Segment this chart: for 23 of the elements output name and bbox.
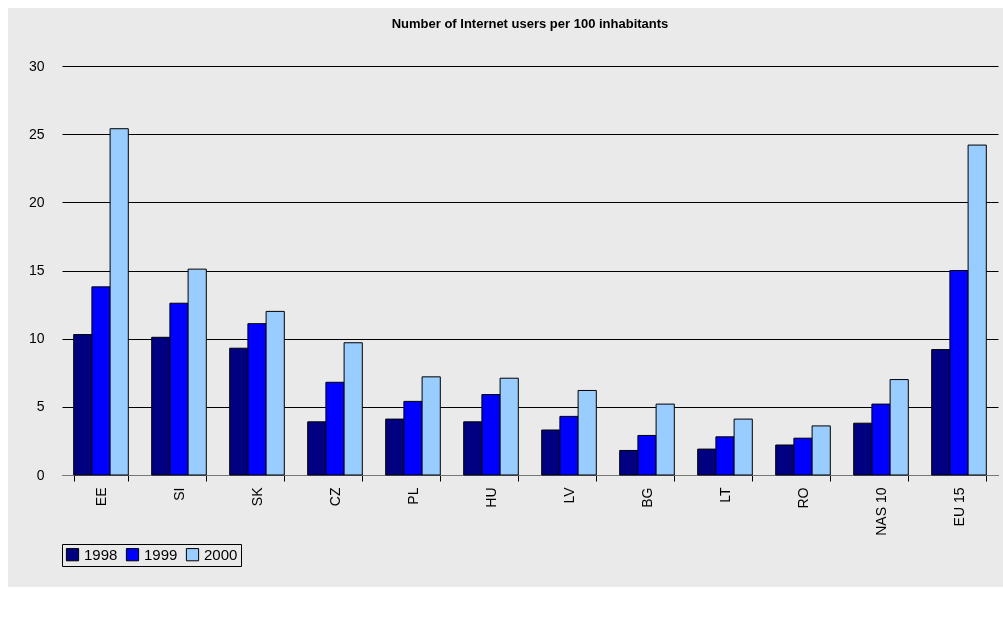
y-tick-label: 0 — [36, 466, 45, 483]
x-tick-label: PL — [404, 487, 421, 505]
legend-label: 1999 — [144, 545, 178, 563]
legend-label: 1998 — [84, 545, 118, 563]
x-tick-label: SK — [248, 486, 265, 507]
y-tick-label: 30 — [28, 57, 45, 74]
x-tick-label: EU 15 — [950, 487, 967, 527]
y-tick-label: 10 — [28, 330, 45, 347]
x-tick-label: HU — [482, 487, 499, 508]
x-tick-label: BG — [638, 487, 655, 508]
x-tick-label: NAS 10 — [872, 487, 889, 536]
chart-title: Number of Internet users per 100 inhabitants — [391, 16, 669, 31]
x-tick-label: SI — [170, 487, 187, 501]
legend-label: 2000 — [204, 545, 238, 563]
x-tick-label: CZ — [326, 487, 343, 507]
x-tick-label: RO — [794, 487, 811, 509]
y-tick-label: 15 — [28, 262, 45, 278]
y-tick-label: 5 — [36, 398, 45, 415]
x-tick-label: EE — [92, 487, 109, 507]
y-tick-label: 20 — [28, 193, 45, 210]
x-tick-label: LV — [560, 486, 577, 504]
y-tick-label: 25 — [28, 125, 45, 142]
x-tick-label: LT — [716, 487, 733, 503]
